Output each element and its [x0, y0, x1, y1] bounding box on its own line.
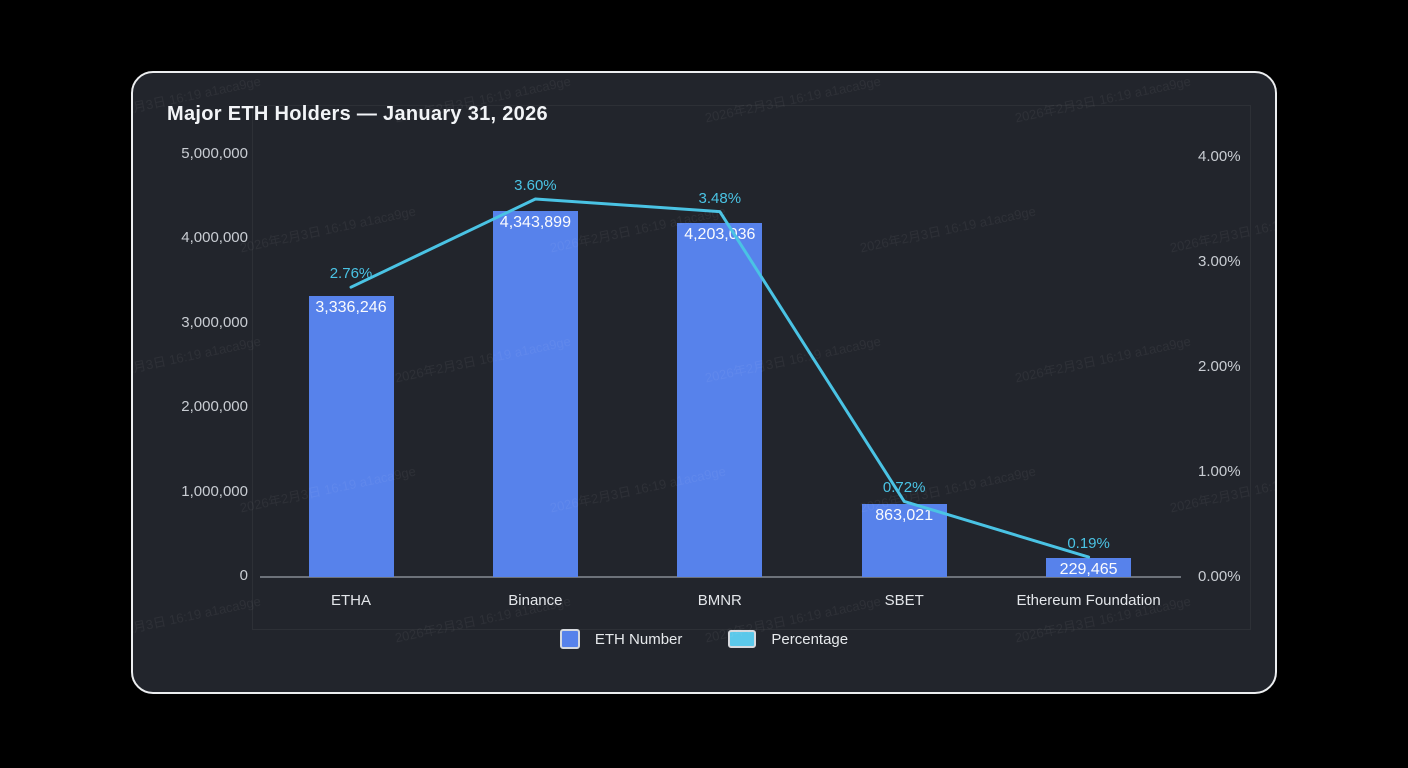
y-axis-right-tick: 0.00%: [1198, 568, 1241, 585]
chart-title: Major ETH Holders — January 31, 2026: [167, 103, 548, 125]
legend-item-percentage[interactable]: Percentage: [728, 630, 848, 648]
x-axis-label-sbet: SBET: [884, 592, 924, 609]
x-axis-label-bmnr: BMNR: [697, 592, 742, 609]
percentage-label-bmnr: 3.48%: [698, 189, 742, 207]
bar-binance: [492, 211, 578, 577]
y-axis-right-tick: 1.00%: [1198, 463, 1241, 480]
bar-bmnr: [677, 223, 763, 577]
x-axis-label-ethereum-foundation: Ethereum Foundation: [1016, 592, 1161, 609]
y-axis-left-tick: 5,000,000: [181, 145, 248, 162]
y-axis-right-tick: 4.00%: [1198, 148, 1241, 165]
bar-value-label-bmnr: 4,203,036: [684, 226, 756, 244]
percentage-label-ethereum-foundation: 0.19%: [1067, 535, 1110, 553]
y-axis-left-tick: 0: [239, 567, 248, 584]
bar-value-label-etha: 3,336,246: [315, 299, 387, 317]
bar-value-label-ethereum-foundation: 229,465: [1059, 560, 1118, 578]
bar-series-swatch-icon: [559, 629, 580, 649]
x-axis-label-etha: ETHA: [330, 592, 371, 609]
legend-label-eth-number: ETH Number: [594, 630, 683, 648]
y-axis-left-tick: 3,000,000: [181, 313, 248, 331]
y-axis-right-tick: 3.00%: [1198, 253, 1241, 270]
y-axis-left-tick: 1,000,000: [181, 482, 248, 500]
bar-ethereum-foundation: [1046, 557, 1132, 577]
legend-label-percentage: Percentage: [771, 630, 849, 648]
legend: ETH Number Percentage: [133, 629, 1275, 649]
percentage-label-sbet: 0.72%: [882, 479, 926, 497]
y-axis-left-tick: 2,000,000: [181, 398, 248, 416]
y-axis-right-tick: 2.00%: [1198, 358, 1241, 375]
legend-item-eth-number[interactable]: ETH Number: [559, 629, 683, 649]
bar-etha: [308, 296, 394, 577]
percentage-label-etha: 2.76%: [329, 265, 373, 283]
x-axis-label-binance: Binance: [508, 592, 563, 609]
percentage-label-binance: 3.60%: [514, 177, 557, 194]
x-axis-line: [260, 576, 1181, 578]
y-axis-left-tick: 4,000,000: [181, 229, 248, 247]
chart-card: Major ETH Holders — January 31, 2026 5,0…: [131, 71, 1277, 694]
bar-value-label-sbet: 863,021: [875, 507, 934, 525]
chart-area: 5,000,000 4,000,000 3,000,000 2,000,000 1,00…: [133, 73, 1275, 692]
bar-value-label-binance: 4,343,899: [499, 214, 571, 232]
line-series-swatch-icon: [728, 630, 757, 648]
